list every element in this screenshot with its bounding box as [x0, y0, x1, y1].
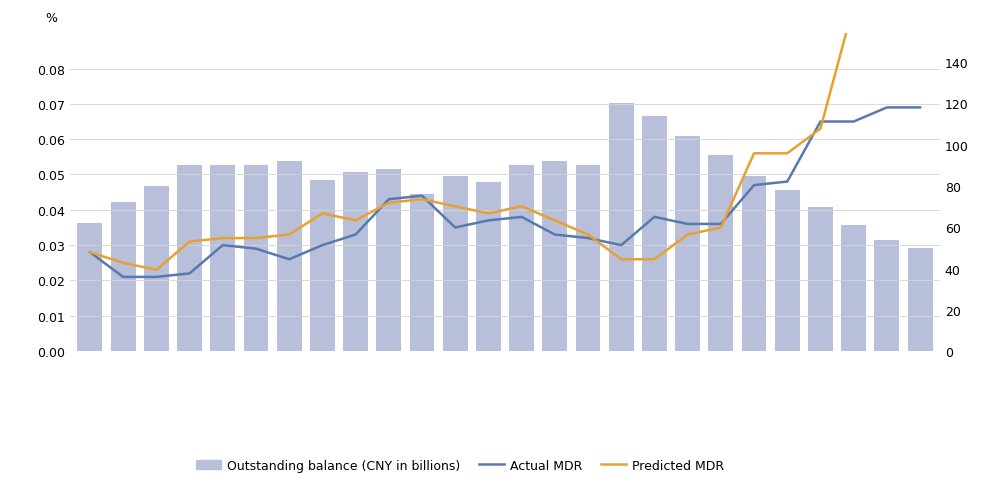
Actual MDR	[615, 243, 627, 248]
Actual MDR	[416, 193, 428, 199]
Bar	[609, 104, 634, 351]
Bar	[177, 166, 202, 351]
Actual MDR	[250, 246, 262, 252]
Bar	[874, 240, 899, 351]
Predicted MDR	[549, 218, 561, 224]
Actual MDR	[715, 222, 727, 227]
Bar	[410, 195, 434, 351]
Actual MDR	[848, 120, 860, 125]
Actual MDR	[217, 243, 229, 248]
Actual MDR	[283, 257, 295, 263]
Actual MDR	[748, 183, 760, 189]
Bar	[908, 248, 933, 351]
Bar	[277, 162, 302, 351]
Bar	[642, 117, 667, 351]
Predicted MDR	[117, 260, 129, 266]
Bar	[841, 226, 866, 351]
Predicted MDR	[814, 126, 826, 132]
Bar	[476, 183, 501, 351]
Actual MDR	[582, 236, 594, 242]
Bar	[675, 137, 700, 351]
Bar	[542, 162, 567, 351]
Actual MDR	[316, 243, 328, 248]
Legend: Outstanding balance (CNY in billions), Actual MDR, Predicted MDR: Outstanding balance (CNY in billions), A…	[190, 454, 730, 477]
Actual MDR	[881, 105, 893, 111]
Bar	[77, 224, 102, 351]
Actual MDR	[84, 250, 96, 256]
Line: Predicted MDR: Predicted MDR	[90, 0, 920, 270]
Predicted MDR	[350, 218, 362, 224]
Predicted MDR	[715, 225, 727, 231]
Predicted MDR	[316, 211, 328, 217]
Bar	[111, 203, 136, 351]
Bar	[576, 166, 600, 351]
Y-axis label: %: %	[46, 12, 58, 24]
Actual MDR	[682, 222, 694, 227]
Predicted MDR	[682, 232, 694, 238]
Predicted MDR	[748, 151, 760, 157]
Predicted MDR	[283, 232, 295, 238]
Predicted MDR	[482, 211, 494, 217]
Bar	[244, 166, 268, 351]
Predicted MDR	[781, 151, 793, 157]
Actual MDR	[781, 179, 793, 185]
Actual MDR	[814, 120, 826, 125]
Predicted MDR	[217, 236, 229, 242]
Bar	[509, 166, 534, 351]
Actual MDR	[549, 232, 561, 238]
Bar	[144, 186, 169, 351]
Predicted MDR	[648, 257, 660, 263]
Bar	[343, 172, 368, 351]
Bar	[210, 166, 235, 351]
Line: Actual MDR: Actual MDR	[90, 108, 920, 277]
Predicted MDR	[449, 204, 461, 210]
Bar	[775, 191, 800, 351]
Bar	[310, 181, 335, 351]
Bar	[443, 176, 468, 351]
Actual MDR	[383, 197, 395, 203]
Actual MDR	[449, 225, 461, 231]
Actual MDR	[648, 215, 660, 221]
Actual MDR	[117, 274, 129, 280]
Bar	[808, 207, 833, 351]
Predicted MDR	[150, 267, 162, 273]
Predicted MDR	[516, 204, 528, 210]
Actual MDR	[482, 218, 494, 224]
Predicted MDR	[84, 250, 96, 256]
Predicted MDR	[582, 232, 594, 238]
Predicted MDR	[184, 239, 196, 245]
Actual MDR	[914, 105, 926, 111]
Predicted MDR	[615, 257, 627, 263]
Bar	[376, 170, 401, 351]
Predicted MDR	[250, 236, 262, 242]
Actual MDR	[350, 232, 362, 238]
Bar	[742, 176, 766, 351]
Predicted MDR	[383, 201, 395, 206]
Predicted MDR	[848, 3, 860, 9]
Bar	[708, 156, 733, 351]
Actual MDR	[516, 215, 528, 221]
Actual MDR	[184, 271, 196, 277]
Predicted MDR	[416, 197, 428, 203]
Actual MDR	[150, 274, 162, 280]
